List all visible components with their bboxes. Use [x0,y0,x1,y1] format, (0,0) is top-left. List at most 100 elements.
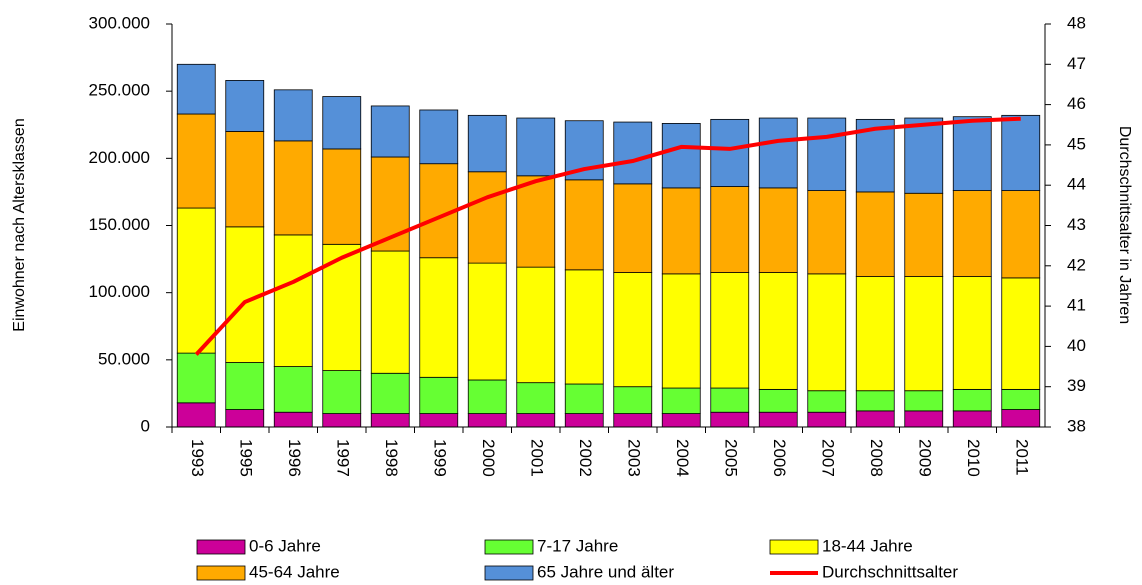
y-tick-label: 200.000 [89,148,150,167]
bar-segment [176,63,216,115]
bar-segment [322,96,362,150]
x-tick-label: 2004 [673,439,692,477]
bar-segment [758,388,798,413]
bar-segment [419,376,459,414]
bar-segment [758,411,798,428]
x-tick-label: 2000 [479,439,498,477]
bar-segment [370,413,410,428]
y-tick-label: 50.000 [98,349,150,368]
x-tick-label: 2006 [770,439,789,477]
y2-tick-label: 40 [1067,336,1086,355]
bar-segment [516,413,556,428]
legend-label: 18-44 Jahre [822,536,913,555]
bar-segment [273,89,313,142]
x-tick-label: 1999 [430,439,449,477]
y-tick-label: 100.000 [89,282,150,301]
bar-segment [419,257,459,378]
bar-segment [322,370,362,414]
x-tick-label: 2001 [527,439,546,477]
bar-segment [613,183,653,273]
bar-segment [370,372,410,414]
y2-tick-label: 41 [1067,296,1086,315]
bar-segment [273,411,313,428]
bar-segment [613,121,653,185]
bar-segment [273,366,313,413]
y2-tick-label: 39 [1067,376,1086,395]
legend-swatch [196,539,246,555]
bar-segment [904,410,944,428]
bar-segment [467,171,507,264]
bar-segment [807,117,847,191]
y-tick-label: 300.000 [89,13,150,32]
y-axis-label: Einwohner nach Altersklassen [11,118,28,331]
legend-swatch [484,539,534,555]
x-tick-label: 1995 [236,439,255,477]
x-tick-label: 1993 [188,439,207,477]
y2-tick-label: 43 [1067,215,1086,234]
bar-segment [322,413,362,428]
bar-segment [516,117,556,177]
legend-label: Durchschnittsalter [822,562,958,581]
bar-segment [516,175,556,268]
y-tick-label: 0 [141,416,150,435]
bar-segment [467,413,507,428]
y2-tick-label: 45 [1067,134,1086,153]
bar-segment [807,190,847,275]
y2-axis-label: Durchschnittsalter in Jahren [1116,126,1133,324]
y2-tick-label: 47 [1067,54,1086,73]
x-tick-label: 1997 [333,439,352,477]
x-tick-label: 2007 [818,439,837,477]
y2-tick-label: 42 [1067,255,1086,274]
bar-segment [661,387,701,414]
bar-segment [419,109,459,165]
bar-segment [1001,388,1041,410]
bar-segment [370,250,410,374]
bar-segment [952,388,992,412]
bar-segment [322,148,362,245]
legend-swatch [196,565,246,581]
bar-segment [613,413,653,428]
bar-segment [516,382,556,414]
bar-segment [807,411,847,428]
bar-segment [1001,114,1041,191]
bar-segment [176,113,216,209]
bar-segment [467,114,507,173]
bar-segment [419,413,459,428]
x-tick-label: 2008 [867,439,886,477]
x-tick-label: 2010 [964,439,983,477]
bar-segment [855,276,895,392]
legend-label: 45-64 Jahre [249,562,340,581]
bar-segment [904,192,944,277]
x-tick-label: 2011 [1012,439,1031,476]
x-tick-label: 2009 [915,439,934,477]
bar-segment [952,276,992,390]
bar-segment [661,187,701,275]
bar-segment [564,269,604,385]
bar-segment [710,411,750,428]
bar-segment [904,390,944,412]
bar-segment [564,413,604,428]
bar-segment [807,273,847,392]
bar-segment [661,123,701,189]
legend-label: 7-17 Jahre [537,536,618,555]
y2-tick-label: 44 [1067,175,1086,194]
bar-segment [225,362,265,410]
bar-segment [855,191,895,277]
x-tick-label: 2005 [721,439,740,477]
y-tick-label: 150.000 [89,215,150,234]
bar-segment [952,190,992,277]
bar-segment [1001,409,1041,428]
bar-segment [273,234,313,367]
legend-label: 0-6 Jahre [249,536,321,555]
bar-segment [710,387,750,413]
legend-swatch [769,539,819,555]
bar-segment [225,80,265,132]
bar-segment [225,409,265,428]
bar-segment [225,131,265,228]
y-tick-label: 250.000 [89,81,150,100]
line [194,116,1021,356]
bar-segment [1001,277,1041,390]
bar-segment [710,186,750,273]
bar-segment [710,118,750,187]
bar-segment [952,410,992,428]
